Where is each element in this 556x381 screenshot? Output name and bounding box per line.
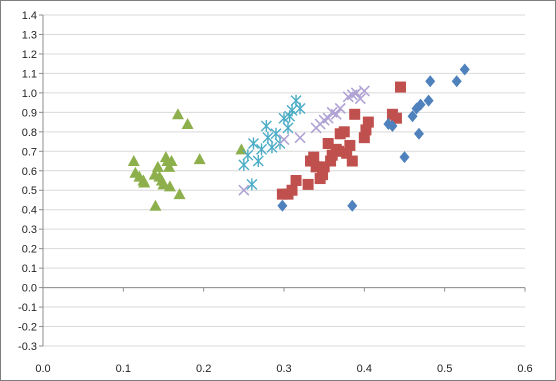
data-point xyxy=(302,178,314,190)
x-tick-label: 0.2 xyxy=(196,363,211,375)
y-tick-label: 0.1 xyxy=(22,263,37,275)
series-x xyxy=(238,85,370,196)
data-point xyxy=(252,155,264,168)
y-tick-label: 1.4 xyxy=(22,10,37,22)
data-point xyxy=(459,63,470,76)
data-point xyxy=(387,119,398,132)
y-tick-label: 0.5 xyxy=(22,185,37,197)
y-tick-labels: 1.4 1.3 1.2 1.1 1.0 0.9 0.8 0.7 0.6 0.5 0.4 0.3 0.2 0… xyxy=(18,10,37,353)
data-point xyxy=(347,199,358,212)
data-point xyxy=(413,127,424,140)
data-point xyxy=(407,110,418,123)
data-point xyxy=(358,85,370,97)
data-point xyxy=(247,137,259,150)
data-point xyxy=(149,199,162,211)
data-point xyxy=(362,116,374,128)
data-point xyxy=(138,176,151,188)
x-tick-label: 0.5 xyxy=(437,363,452,375)
data-point xyxy=(266,141,278,154)
data-point xyxy=(341,147,353,159)
x-tick-label: 0.4 xyxy=(357,363,372,375)
data-point xyxy=(425,75,436,88)
data-point xyxy=(262,131,274,144)
data-point xyxy=(286,184,298,196)
data-point xyxy=(326,149,338,161)
data-point xyxy=(338,126,350,138)
data-point xyxy=(256,143,268,156)
data-point xyxy=(423,94,434,107)
data-point xyxy=(399,151,410,164)
x-tick-label: 0.1 xyxy=(116,363,131,375)
data-point xyxy=(278,134,290,146)
data-point xyxy=(310,161,322,173)
data-point xyxy=(171,108,184,120)
data-point xyxy=(276,188,288,200)
series-diamond xyxy=(277,63,470,212)
data-point xyxy=(165,155,178,167)
data-point xyxy=(246,178,258,191)
data-point xyxy=(344,139,356,151)
data-point xyxy=(334,102,346,115)
data-point xyxy=(333,145,345,157)
data-point xyxy=(317,169,329,181)
x-tick-label: 0.6 xyxy=(517,363,532,375)
data-point xyxy=(360,124,372,136)
data-point xyxy=(290,175,302,186)
x-tick-label: 0.0 xyxy=(35,363,50,375)
data-point xyxy=(346,155,358,167)
data-point xyxy=(193,153,206,165)
data-point xyxy=(358,132,370,144)
y-tick-label: 0.7 xyxy=(22,146,37,158)
data-point xyxy=(415,98,426,111)
data-point xyxy=(390,112,402,124)
data-point xyxy=(330,108,342,120)
data-point xyxy=(322,112,334,124)
data-point xyxy=(127,155,140,167)
data-point xyxy=(308,151,320,163)
y-tick-label: 1.0 xyxy=(22,88,37,100)
y-tick-label: 0.6 xyxy=(22,166,37,178)
data-point xyxy=(277,199,288,212)
data-point xyxy=(325,155,337,167)
y-tick-label: 1.1 xyxy=(22,68,37,80)
data-point xyxy=(242,149,254,162)
x-tick-labels: 0.0 0.1 0.2 0.3 0.4 0.5 0.6 xyxy=(35,363,532,375)
x-tick-label: 0.3 xyxy=(276,363,291,375)
y-tick-label: 0.4 xyxy=(22,205,37,217)
data-point xyxy=(349,108,361,120)
data-point xyxy=(151,160,164,172)
y-tick-label: 0.8 xyxy=(22,127,37,139)
data-point xyxy=(260,119,272,132)
data-point xyxy=(282,121,294,134)
y-tick-label: -0.3 xyxy=(18,341,37,353)
y-tick-label: -0.1 xyxy=(18,302,37,314)
data-point xyxy=(181,118,194,130)
data-point xyxy=(270,127,282,140)
data-point xyxy=(163,160,176,172)
data-point xyxy=(451,75,462,88)
axes xyxy=(39,14,526,347)
y-tick-label: 1.3 xyxy=(22,29,37,41)
data-point xyxy=(294,132,306,144)
series-square xyxy=(276,81,406,200)
data-point xyxy=(173,188,186,200)
data-point xyxy=(322,138,334,150)
data-point xyxy=(394,81,406,93)
data-point xyxy=(354,93,366,105)
data-point xyxy=(238,158,250,171)
data-point xyxy=(163,180,176,192)
y-tick-label: 0.2 xyxy=(22,244,37,256)
data-points xyxy=(127,63,470,212)
y-tick-label: 0.9 xyxy=(22,107,37,119)
data-point xyxy=(238,184,250,196)
data-point xyxy=(318,161,330,173)
y-tick-label: 0.0 xyxy=(22,283,37,295)
data-point xyxy=(294,102,306,115)
y-tick-label: 0.3 xyxy=(22,224,37,236)
y-tick-label: -0.2 xyxy=(18,322,37,334)
y-tick-label: 1.2 xyxy=(22,49,37,61)
